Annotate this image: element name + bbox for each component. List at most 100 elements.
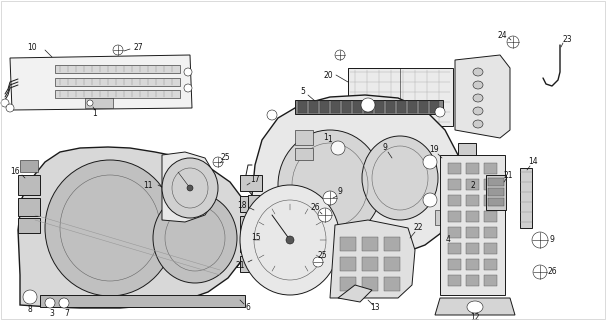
Bar xyxy=(466,243,479,254)
Ellipse shape xyxy=(361,98,375,112)
Bar xyxy=(353,101,362,113)
Bar xyxy=(466,211,479,222)
Bar xyxy=(362,257,378,271)
Polygon shape xyxy=(330,220,415,298)
Ellipse shape xyxy=(1,99,9,107)
Bar xyxy=(364,101,373,113)
Bar xyxy=(466,259,479,270)
Ellipse shape xyxy=(278,130,382,240)
Text: 14: 14 xyxy=(528,157,538,166)
Bar xyxy=(484,163,497,174)
Ellipse shape xyxy=(23,290,37,304)
Bar xyxy=(466,179,479,190)
Text: 13: 13 xyxy=(370,303,380,313)
Text: 19: 19 xyxy=(429,146,439,155)
Bar xyxy=(340,237,356,251)
Bar xyxy=(520,168,532,228)
Ellipse shape xyxy=(362,136,438,220)
Ellipse shape xyxy=(240,185,340,295)
Text: 5: 5 xyxy=(301,87,305,97)
Ellipse shape xyxy=(507,36,519,48)
Ellipse shape xyxy=(267,110,277,120)
Bar xyxy=(55,78,180,86)
Ellipse shape xyxy=(330,140,346,156)
Bar xyxy=(240,236,262,252)
Ellipse shape xyxy=(435,107,445,117)
Text: 26: 26 xyxy=(547,268,557,276)
Ellipse shape xyxy=(184,84,192,92)
Bar xyxy=(362,277,378,291)
Ellipse shape xyxy=(467,301,483,313)
Bar xyxy=(298,101,307,113)
Bar xyxy=(240,196,262,212)
Ellipse shape xyxy=(473,94,483,102)
Text: 12: 12 xyxy=(470,314,480,320)
Bar xyxy=(448,243,461,254)
Ellipse shape xyxy=(473,120,483,128)
Bar xyxy=(384,277,400,291)
Ellipse shape xyxy=(532,232,548,248)
Text: 9: 9 xyxy=(338,188,342,196)
Text: 25: 25 xyxy=(220,154,230,163)
Bar xyxy=(18,198,40,216)
Text: 26: 26 xyxy=(310,204,320,212)
Text: 4: 4 xyxy=(445,236,450,244)
Bar xyxy=(55,90,180,98)
Text: 24: 24 xyxy=(497,30,507,39)
Bar xyxy=(55,65,180,73)
Ellipse shape xyxy=(45,298,55,308)
Bar xyxy=(348,68,453,126)
Bar xyxy=(484,179,497,190)
Bar xyxy=(85,98,113,108)
Ellipse shape xyxy=(423,193,437,207)
Text: 11: 11 xyxy=(143,180,153,189)
Text: 2: 2 xyxy=(471,180,475,189)
Bar xyxy=(375,101,384,113)
Ellipse shape xyxy=(6,104,14,112)
Bar xyxy=(240,256,262,272)
Bar xyxy=(240,175,262,191)
Ellipse shape xyxy=(184,68,192,76)
Text: 9: 9 xyxy=(550,236,554,244)
Polygon shape xyxy=(338,285,372,302)
Ellipse shape xyxy=(533,265,547,279)
Bar xyxy=(362,237,378,251)
Text: 22: 22 xyxy=(413,223,423,233)
Text: 25: 25 xyxy=(317,251,327,260)
Text: 1: 1 xyxy=(328,135,332,145)
Text: 1: 1 xyxy=(93,108,98,117)
Bar xyxy=(484,275,497,286)
Bar xyxy=(248,195,266,253)
Bar xyxy=(18,175,40,195)
Bar xyxy=(419,101,428,113)
Ellipse shape xyxy=(313,257,323,267)
Ellipse shape xyxy=(213,157,223,167)
Ellipse shape xyxy=(113,45,123,55)
Text: 23: 23 xyxy=(562,36,572,44)
Text: 27: 27 xyxy=(133,43,143,52)
Bar xyxy=(484,227,497,238)
Ellipse shape xyxy=(473,68,483,76)
Bar xyxy=(488,198,504,206)
Text: 18: 18 xyxy=(238,201,247,210)
Bar xyxy=(488,178,504,186)
Polygon shape xyxy=(18,147,248,308)
Text: 21: 21 xyxy=(503,171,513,180)
Bar xyxy=(458,143,476,165)
Bar xyxy=(466,163,479,174)
Bar xyxy=(340,257,356,271)
Bar xyxy=(448,163,461,174)
Bar xyxy=(458,168,476,198)
Polygon shape xyxy=(435,298,515,315)
Text: 16: 16 xyxy=(10,167,20,177)
Text: 10: 10 xyxy=(27,43,37,52)
Bar xyxy=(295,148,313,160)
Text: 8: 8 xyxy=(28,306,32,315)
Ellipse shape xyxy=(263,245,273,255)
Bar xyxy=(342,101,351,113)
Ellipse shape xyxy=(59,298,69,308)
Bar xyxy=(448,211,461,222)
Polygon shape xyxy=(162,152,215,222)
Text: 17: 17 xyxy=(250,175,260,185)
Bar xyxy=(466,195,479,206)
